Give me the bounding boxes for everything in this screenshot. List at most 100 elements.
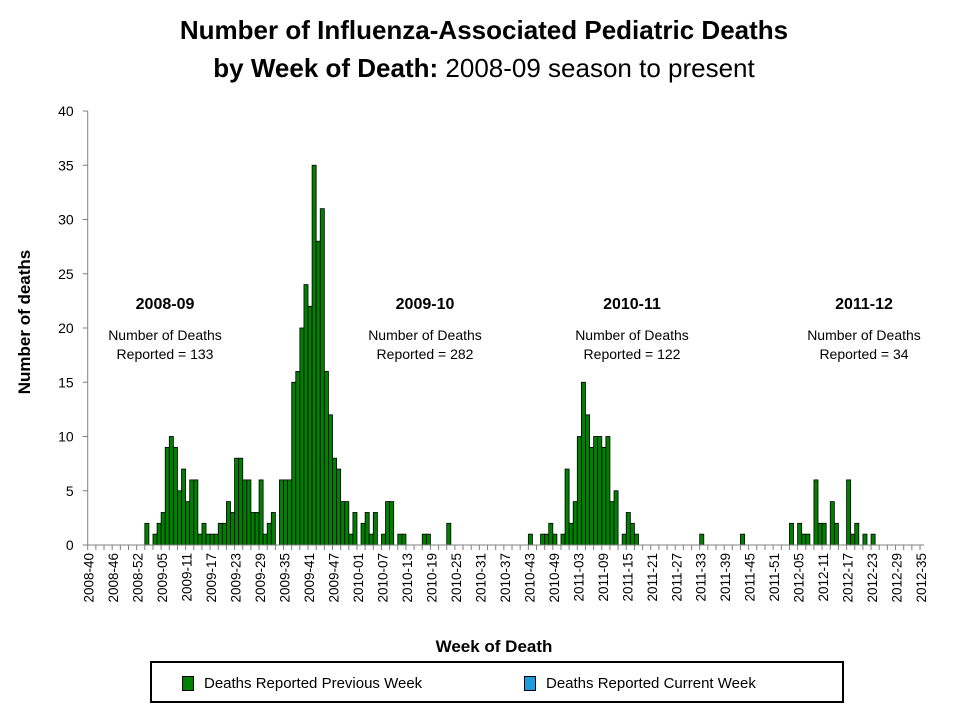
bar	[846, 479, 852, 546]
bar	[250, 512, 256, 546]
bar	[368, 533, 374, 546]
bar	[613, 490, 619, 546]
bar	[348, 533, 354, 546]
x-tick-label: 2011-09	[596, 553, 611, 602]
x-tick-label: 2011-45	[743, 553, 758, 602]
x-tick-label: 2011-15	[620, 553, 635, 602]
bar	[372, 512, 378, 546]
x-tick-label: 2008-40	[82, 553, 97, 603]
legend-label-current: Deaths Reported Current Week	[546, 675, 756, 692]
bar	[544, 533, 550, 546]
bar	[181, 468, 187, 546]
bar	[813, 479, 819, 546]
bar	[870, 533, 876, 546]
y-tick-label: 40	[58, 103, 74, 119]
x-tick-label: 2009-11	[180, 553, 195, 602]
bar	[605, 436, 611, 546]
bar	[401, 533, 407, 546]
y-tick-label: 35	[58, 157, 74, 173]
y-axis-label: Number of deaths	[15, 250, 34, 395]
bar	[381, 533, 386, 546]
x-tick-label: 2010-19	[424, 553, 439, 603]
bar	[262, 533, 268, 546]
bar	[580, 381, 586, 546]
bar	[609, 501, 615, 546]
bar	[397, 533, 403, 546]
bar	[564, 468, 570, 546]
bar	[589, 446, 595, 546]
bar	[291, 381, 297, 546]
bar	[311, 164, 317, 546]
bar	[279, 479, 284, 546]
chart-subtitle: by Week of Death: 2008-09 season to pres…	[0, 52, 960, 84]
bar	[593, 436, 599, 546]
bar	[246, 479, 252, 546]
legend-item-current: Deaths Reported Current Week	[524, 675, 756, 692]
x-tick-label: 2011-39	[718, 553, 733, 602]
y-tick-label: 20	[58, 320, 74, 336]
bar	[205, 533, 211, 546]
x-tick-label: 2010-49	[547, 553, 562, 603]
x-tick-label: 2010-25	[449, 553, 464, 603]
bar	[197, 533, 203, 546]
bar	[283, 479, 289, 546]
bar	[307, 305, 313, 546]
x-axis-label: Week of Death	[436, 637, 553, 656]
bar	[209, 533, 215, 546]
legend-swatch-current	[524, 676, 536, 691]
x-tick-label: 2012-05	[792, 553, 807, 603]
legend-label-previous: Deaths Reported Previous Week	[204, 675, 423, 692]
bar	[817, 522, 823, 546]
x-tick-label: 2011-27	[669, 553, 684, 602]
bar	[572, 501, 578, 546]
subtitle-regular: 2008-09 season to present	[438, 53, 755, 83]
bar	[634, 533, 639, 546]
season-annotation-line2: Reported = 34	[819, 346, 908, 362]
x-tick-label: 2008-52	[131, 553, 146, 603]
bar	[585, 414, 590, 546]
bar	[597, 436, 603, 546]
bar	[160, 512, 166, 546]
x-tick-label: 2011-03	[571, 553, 586, 602]
subtitle-bold: by Week of Death:	[213, 53, 439, 83]
season-annotation-line1: Number of Deaths	[575, 327, 689, 343]
bar	[385, 501, 391, 546]
bar	[238, 457, 244, 546]
bar	[213, 533, 219, 546]
x-tick-label: 2008-46	[106, 553, 121, 603]
bar	[625, 512, 631, 546]
bar	[164, 446, 170, 546]
y-tick-label: 15	[58, 374, 74, 390]
season-annotation-line1: Number of Deaths	[108, 327, 222, 343]
x-tick-label: 2011-33	[694, 553, 709, 602]
bar	[552, 533, 558, 546]
bar	[601, 446, 607, 546]
y-tick-label: 30	[58, 212, 74, 228]
x-tick-label: 2010-43	[522, 553, 537, 603]
bar	[805, 533, 811, 546]
bar	[266, 522, 272, 546]
legend-item-previous: Deaths Reported Previous Week	[182, 675, 422, 692]
bar	[829, 501, 835, 546]
bar	[193, 479, 199, 546]
x-tick-label: 2010-37	[498, 553, 513, 603]
bar	[328, 414, 333, 546]
season-label: 2010-11	[603, 296, 661, 313]
x-tick-label: 2009-41	[302, 553, 317, 603]
bar	[352, 512, 358, 546]
bar	[230, 512, 235, 546]
bar	[560, 533, 566, 546]
bar	[576, 436, 582, 546]
bar	[862, 533, 868, 546]
x-tick-label: 2012-23	[865, 553, 880, 603]
x-tick-label: 2011-51	[767, 553, 782, 602]
x-tick-label: 2010-13	[400, 553, 415, 603]
season-label: 2009-10	[396, 296, 455, 313]
x-tick-label: 2009-35	[278, 553, 293, 603]
x-tick-label: 2012-17	[841, 553, 856, 603]
y-tick-label: 25	[58, 266, 74, 282]
bar	[854, 522, 860, 546]
bar	[389, 501, 395, 546]
bar	[201, 522, 207, 546]
bar	[740, 533, 745, 546]
